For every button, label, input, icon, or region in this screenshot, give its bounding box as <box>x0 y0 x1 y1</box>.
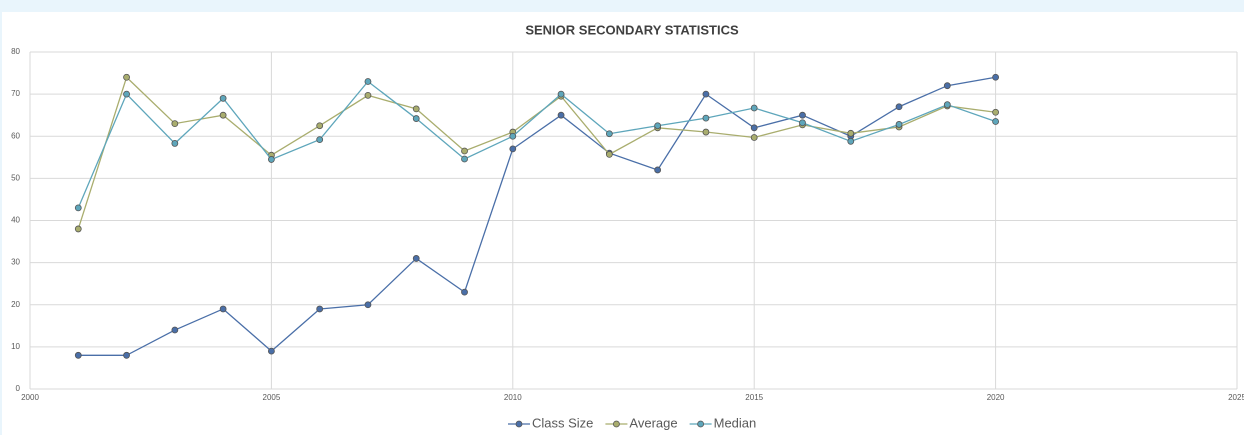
data-point <box>847 137 855 145</box>
data-point <box>74 351 82 359</box>
data-point <box>654 122 662 130</box>
data-point <box>702 128 710 136</box>
data-point <box>171 326 179 334</box>
data-point <box>509 145 517 153</box>
data-point <box>992 73 999 81</box>
series-line <box>77 76 996 230</box>
data-point <box>316 305 324 313</box>
legend-marker <box>515 420 523 428</box>
x-tick-label: 2005 <box>263 393 281 402</box>
x-tick-label: 2010 <box>504 393 522 402</box>
data-point <box>171 120 179 128</box>
data-point <box>992 118 999 125</box>
y-tick-label: 70 <box>11 89 20 98</box>
legend: Class Size Average Median <box>508 415 756 430</box>
legend-marker <box>613 420 620 428</box>
data-point <box>364 91 372 99</box>
data-point <box>364 301 372 309</box>
legend-label: Median <box>714 415 757 430</box>
data-point <box>605 150 613 158</box>
data-point <box>702 114 710 122</box>
data-point <box>943 82 951 90</box>
y-tick-label: 80 <box>11 47 20 56</box>
data-point <box>74 204 82 212</box>
x-tick-label: 2000 <box>21 393 39 402</box>
legend-marker <box>697 420 705 428</box>
y-tick-label: 50 <box>11 173 20 182</box>
y-tick-label: 30 <box>11 258 20 267</box>
series-line <box>77 80 996 209</box>
x-tick-label: 2015 <box>745 393 763 402</box>
data-point <box>364 78 372 85</box>
data-point <box>123 351 130 359</box>
data-point <box>847 129 855 137</box>
data-point <box>557 111 565 119</box>
data-point <box>992 108 999 116</box>
data-point <box>702 90 710 98</box>
chart-background <box>2 12 1244 435</box>
data-point <box>557 90 565 98</box>
data-point <box>74 225 82 233</box>
data-point <box>267 347 275 355</box>
data-point <box>799 111 806 119</box>
y-tick-label: 40 <box>11 216 20 225</box>
x-tick-label: 2020 <box>987 393 1005 402</box>
data-point <box>219 111 227 119</box>
y-tick-label: 20 <box>11 300 20 309</box>
data-point <box>219 94 227 102</box>
data-point <box>654 166 662 174</box>
y-tick-label: 10 <box>11 342 20 351</box>
data-point <box>123 73 130 81</box>
data-point <box>461 288 468 296</box>
data-point <box>750 104 758 112</box>
data-point <box>316 122 324 130</box>
data-point <box>509 132 517 140</box>
data-point <box>799 119 806 127</box>
y-tick-label: 0 <box>16 384 21 393</box>
data-point <box>412 105 420 113</box>
data-point <box>895 103 903 111</box>
data-point <box>171 140 179 147</box>
chart-title: SENIOR SECONDARY STATISTICS <box>525 22 739 37</box>
data-point <box>461 155 468 163</box>
data-point <box>219 305 227 313</box>
data-point <box>316 136 324 144</box>
data-point <box>412 115 420 122</box>
data-point <box>943 101 951 109</box>
data-point <box>750 124 758 132</box>
series-line <box>78 76 996 356</box>
data-point <box>895 121 903 128</box>
y-tick-label: 60 <box>11 131 20 140</box>
data-point <box>123 90 130 98</box>
data-point <box>605 130 613 138</box>
data-point <box>750 134 758 141</box>
x-tick-label: 2025 <box>1228 393 1244 402</box>
data-point <box>461 147 468 155</box>
data-point <box>267 156 275 163</box>
legend-label: Class Size <box>532 415 593 430</box>
legend-label: Average <box>629 415 677 430</box>
data-point <box>412 255 420 262</box>
